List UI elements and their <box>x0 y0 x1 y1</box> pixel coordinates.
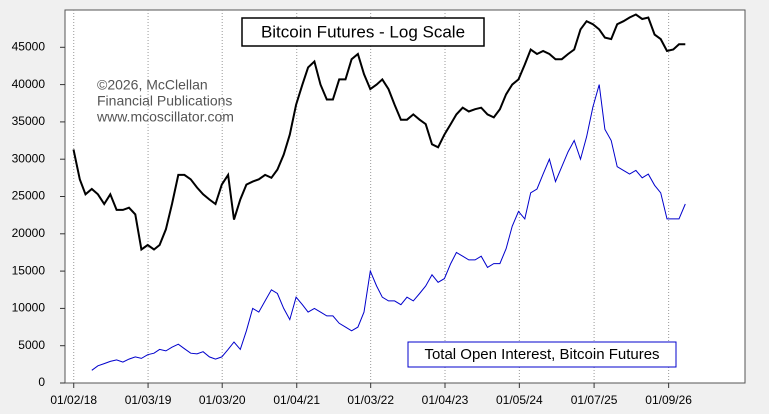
lines <box>72 13 686 371</box>
title-box <box>241 17 485 47</box>
y-tick-label: 5000 <box>18 338 45 352</box>
annotation: Financial Publications <box>97 93 232 109</box>
x-tick-label: 01/02/18 <box>50 393 97 407</box>
y-tick-label: 35000 <box>12 114 46 128</box>
x-tick-label: 01/04/21 <box>273 393 320 407</box>
y-tick-label: 25000 <box>12 189 46 203</box>
x-tick-label: 01/03/19 <box>125 393 172 407</box>
y-tick-label: 0 <box>38 375 45 389</box>
legend-box <box>407 341 677 368</box>
series-line <box>72 13 686 252</box>
y-tick-label: 45000 <box>12 39 46 53</box>
annotation: www.mcoscillator.com <box>96 109 234 125</box>
y-tick-label: 20000 <box>12 226 46 240</box>
grid <box>73 10 670 383</box>
plot-area <box>64 9 746 384</box>
series-line <box>91 84 686 371</box>
y-tick-label: 15000 <box>12 263 46 277</box>
y-tick-label: 30000 <box>12 151 46 165</box>
x-tick-label: 01/09/26 <box>645 393 692 407</box>
x-tick-label: 01/04/23 <box>422 393 469 407</box>
x-tick-label: 01/03/20 <box>199 393 246 407</box>
x-tick-label: 01/03/22 <box>347 393 394 407</box>
x-tick-label: 01/05/24 <box>496 393 543 407</box>
y-tick-label: 10000 <box>12 301 46 315</box>
y-tick-label: 40000 <box>12 77 46 91</box>
annotation: ©2026, McClellan <box>97 77 208 93</box>
x-tick-label: 01/07/25 <box>571 393 618 407</box>
legend-label: Total Open Interest, Bitcoin Futures <box>424 346 659 363</box>
chart-title: Bitcoin Futures - Log Scale <box>261 22 465 41</box>
